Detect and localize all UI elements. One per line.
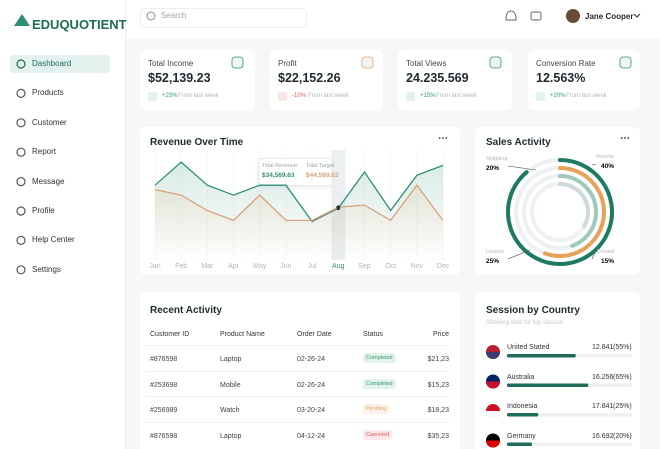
user-name[interactable]: Jane Cooper bbox=[585, 12, 634, 21]
cell: Laptop bbox=[220, 356, 242, 363]
stat-value: $22,152.26 bbox=[278, 71, 341, 85]
stat-note: From last week bbox=[566, 93, 607, 99]
card-title: Sales Activity bbox=[486, 137, 551, 148]
sessions: 16.256 bbox=[592, 373, 614, 381]
status-badge: Completed bbox=[363, 353, 396, 363]
cell: Mobile bbox=[220, 381, 241, 389]
percent: (65%) bbox=[613, 373, 632, 381]
column-header: Status bbox=[363, 331, 383, 338]
nav-item[interactable]: Dashboard bbox=[32, 59, 72, 68]
nav-item[interactable]: Profile bbox=[32, 206, 55, 215]
card-subtitle: Showing data for top session bbox=[486, 320, 564, 326]
percent: (25%) bbox=[613, 403, 632, 410]
tooltip-value: $44,569.63 bbox=[306, 172, 339, 179]
more: ⋯ bbox=[620, 133, 630, 144]
sessions: 17.841 bbox=[592, 403, 614, 410]
cell: $15,23 bbox=[427, 381, 449, 389]
nav-item[interactable]: Help Center bbox=[32, 235, 75, 245]
cell: 02-26-24 bbox=[297, 381, 326, 389]
stat-change: +15% bbox=[420, 93, 436, 99]
cell: 02-26-24 bbox=[297, 356, 326, 363]
stat-note: From last week bbox=[308, 93, 349, 99]
nav-item[interactable]: Report bbox=[32, 147, 57, 157]
cell: $18,23 bbox=[427, 407, 449, 414]
country: Indonesia bbox=[507, 403, 538, 410]
column-header: Price bbox=[433, 331, 449, 338]
more: ⋯ bbox=[438, 133, 448, 144]
stat-value: 24.235.569 bbox=[406, 71, 469, 85]
column-header: Customer ID bbox=[150, 331, 190, 338]
row-divider bbox=[145, 421, 450, 423]
stat-label: Total Income bbox=[148, 59, 194, 68]
stat-label: Profit bbox=[278, 59, 297, 68]
percent: (20%) bbox=[613, 432, 632, 440]
sessions: 12.841 bbox=[592, 344, 614, 351]
brand: EDUQUOTIENT bbox=[32, 17, 127, 32]
tooltip-value: $34,569.63 bbox=[262, 172, 295, 179]
row-divider bbox=[145, 370, 450, 372]
stat-note: From last week bbox=[436, 93, 477, 99]
row-divider bbox=[145, 396, 450, 397]
nav-item[interactable]: Message bbox=[32, 176, 65, 186]
cell: #253698 bbox=[150, 381, 178, 389]
stat-label: Conversion Rate bbox=[536, 59, 596, 68]
card bbox=[475, 292, 640, 449]
country: United Stated bbox=[507, 344, 550, 351]
cell: #876598 bbox=[150, 356, 178, 363]
stat-change: -10% bbox=[292, 93, 307, 99]
stat-value: $52,139.23 bbox=[148, 71, 211, 85]
cell: 03-20-24 bbox=[297, 407, 326, 414]
cell: Laptop bbox=[220, 432, 242, 440]
stat-label: Total Views bbox=[406, 59, 447, 68]
card bbox=[140, 127, 460, 275]
nav-item[interactable]: Products bbox=[32, 88, 64, 98]
sidebar bbox=[0, 0, 126, 449]
search-input[interactable]: Search bbox=[161, 11, 187, 20]
status-badge: Pending bbox=[363, 404, 390, 414]
cell: #876598 bbox=[150, 432, 178, 440]
stat-change: +20% bbox=[550, 93, 566, 99]
cell: $21,23 bbox=[427, 356, 449, 363]
stat-note: From last week bbox=[178, 93, 219, 99]
tooltip-label: Total Revenue bbox=[262, 163, 298, 169]
country: Germany bbox=[507, 432, 536, 440]
column-header: Order Date bbox=[297, 331, 332, 338]
tooltip-label: Total Target bbox=[306, 163, 335, 169]
row-divider bbox=[145, 345, 450, 346]
cell: Watch bbox=[220, 407, 240, 414]
nav-item[interactable]: Customer bbox=[32, 117, 67, 127]
stat-value: 12.563% bbox=[536, 71, 586, 85]
percent: (55%) bbox=[613, 344, 632, 351]
sessions: 16.692 bbox=[592, 432, 614, 440]
status-badge: Canceled bbox=[363, 429, 393, 440]
stat-change: +25% bbox=[162, 93, 178, 99]
card-title: Revenue Over Time bbox=[150, 137, 244, 148]
cell: 04-12-24 bbox=[297, 432, 326, 440]
card-title: Recent Activity bbox=[150, 305, 222, 316]
nav-item[interactable]: Settings bbox=[32, 264, 61, 274]
card bbox=[475, 127, 640, 275]
cell: $35,23 bbox=[427, 432, 449, 440]
column-header: Product Name bbox=[220, 331, 265, 338]
card-title: Session by Country bbox=[486, 305, 580, 316]
cell: #256989 bbox=[150, 407, 178, 414]
search-box bbox=[140, 8, 307, 28]
country: Australia bbox=[507, 373, 535, 381]
status-badge: Completed bbox=[363, 378, 396, 389]
active-nav bbox=[10, 55, 110, 73]
